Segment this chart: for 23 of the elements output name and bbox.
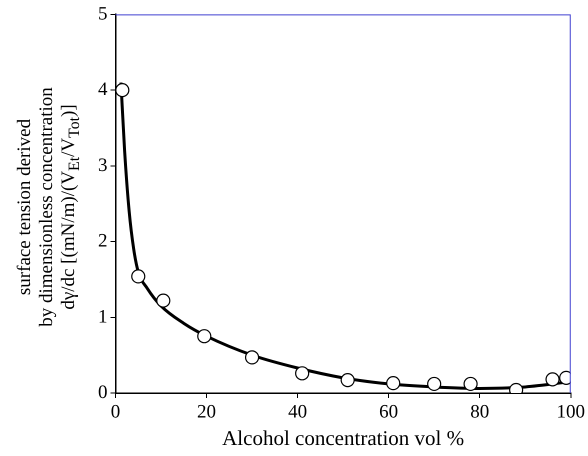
point <box>386 376 400 390</box>
x-tick-label: 40 <box>288 401 308 422</box>
point <box>340 373 355 388</box>
x-axis-title: Alcohol concentration vol % <box>222 426 464 450</box>
x-tick-label: 100 <box>556 401 585 422</box>
point <box>244 350 260 365</box>
y-tick-label: 4 <box>98 79 108 100</box>
point <box>427 376 442 392</box>
point <box>463 376 478 392</box>
point <box>545 372 560 386</box>
point <box>131 269 146 284</box>
y-tick-label: 3 <box>98 154 108 176</box>
y-tick-label: 2 <box>98 230 108 252</box>
point <box>295 366 310 380</box>
point <box>156 294 170 308</box>
point <box>116 83 130 98</box>
x-tick-label: 20 <box>197 401 216 422</box>
point <box>197 329 212 344</box>
y-tick-label: 0 <box>98 382 108 403</box>
x-tick-label: 80 <box>470 401 490 422</box>
y-tick-label: 1 <box>98 306 108 328</box>
x-tick-label: 60 <box>379 401 398 422</box>
y-tick-label: 5 <box>98 3 108 24</box>
